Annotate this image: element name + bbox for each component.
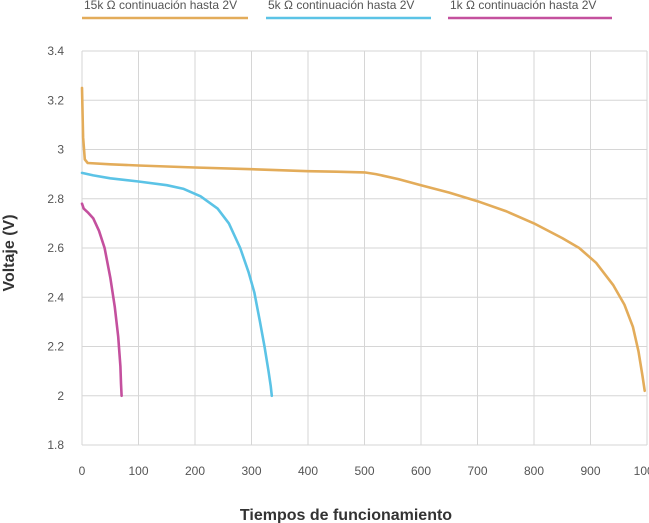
y-tick-label: 1.8 [47,438,64,452]
y-tick-label: 2.6 [47,241,64,255]
y-tick-label: 3 [57,143,64,157]
y-axis-title: Voltaje (V) [1,214,18,291]
series-line [80,171,274,398]
series-line [80,202,123,398]
x-tick-label: 800 [524,464,544,478]
grid [81,50,648,446]
y-tick-label: 2.8 [47,192,64,206]
y-tick-label: 2 [57,389,64,403]
x-tick-label: 900 [580,464,600,478]
y-tick-label: 3.2 [47,93,64,107]
legend-label: 5k Ω continuación hasta 2V [268,0,414,12]
legend-label: 1k Ω continuación hasta 2V [450,0,596,12]
x-tick-label: 700 [467,464,487,478]
y-axis-ticks: 1.8 2 2.2 2.4 2.6 2.8 3 3.2 3.4 [47,44,64,452]
chart-legend: 15k Ω continuación hasta 2V 5k Ω continua… [82,0,612,20]
x-tick-label: 600 [411,464,431,478]
x-tick-label: 0 [79,464,86,478]
series-lines [80,86,646,398]
x-tick-label: 400 [298,464,318,478]
x-tick-label: 300 [241,464,261,478]
x-tick-label: 1000 [634,464,649,478]
y-tick-label: 2.4 [47,290,64,304]
x-tick-label: 500 [354,464,374,478]
y-tick-label: 3.4 [47,44,64,58]
x-axis-ticks: 0 100 200 300 400 500 600 700 800 900 1000 [79,464,649,478]
y-tick-label: 2.2 [47,340,64,354]
x-tick-label: 200 [185,464,205,478]
series-line [80,86,646,393]
legend-label: 15k Ω continuación hasta 2V [84,0,237,12]
x-tick-label: 100 [128,464,148,478]
x-axis-title: Tiempos de funcionamiento [240,507,452,523]
